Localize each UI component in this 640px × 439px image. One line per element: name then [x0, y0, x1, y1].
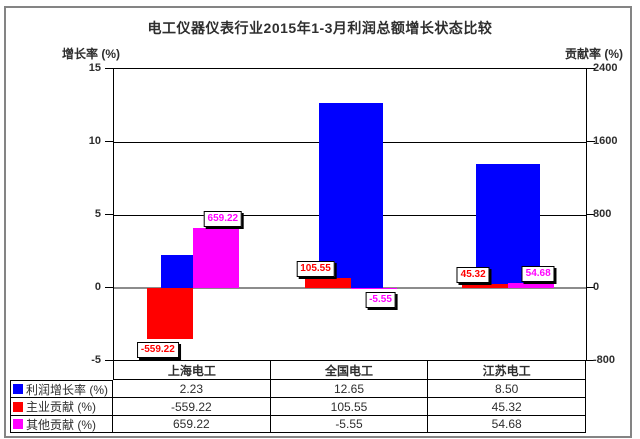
table-value-cell: 659.22 — [113, 416, 271, 433]
bar-series2-cat3 — [462, 283, 509, 288]
right-axis-tick-label: 800 — [593, 208, 612, 220]
left-axis-tick — [105, 68, 113, 69]
chart-title: 电工仪器仪表行业2015年1-3月利润总额增长状态比较 — [147, 20, 493, 36]
table-value-cell: 12.65 — [270, 380, 429, 398]
bar-value-label: 105.55 — [296, 261, 335, 278]
bar-value-label: -559.22 — [136, 342, 179, 359]
legend-label: 主业贡献 (%) — [26, 400, 96, 414]
legend-label: 利润增长率 (%) — [26, 382, 108, 397]
right-axis-tick — [587, 141, 595, 142]
table-value-cell: 105.55 — [270, 398, 429, 416]
left-axis-tick-label: 5 — [94, 208, 101, 220]
right-axis-tick-label: 0 — [593, 281, 600, 293]
bar-series2-cat2 — [304, 278, 351, 288]
data-table: 上海电工 全国电工 江苏电工利润增长率 (%) 2.23 12.65 8.50 主业贡献 (… — [10, 360, 586, 433]
left-axis-tick — [105, 287, 113, 288]
right-axis-tick — [587, 287, 595, 288]
bar-series3-cat2 — [350, 288, 397, 289]
bar-series3-cat3 — [508, 283, 555, 288]
plot-area: -559.22 105.55 45.32 659.22 -5.55 54.68 — [113, 68, 587, 361]
right-axis-tick-label: 1600 — [593, 135, 618, 147]
left-axis-tick — [105, 360, 113, 361]
table-header-cell: 上海电工 — [113, 360, 271, 380]
legend-swatch — [13, 384, 23, 394]
right-axis-title: 贡献率 (%) — [565, 47, 623, 61]
bar-series1-cat2 — [318, 103, 383, 288]
legend-cell: 利润增长率 (%) — [10, 380, 113, 398]
right-axis-tick — [587, 214, 595, 215]
legend-swatch — [13, 419, 23, 429]
right-axis-tick-label: 2400 — [593, 62, 618, 74]
right-axis-tick — [587, 360, 595, 361]
table-value-cell: -559.22 — [113, 398, 271, 416]
left-axis-tick-label: 0 — [94, 281, 101, 293]
left-axis-tick-label: 10 — [88, 135, 101, 147]
table-corner-cell — [10, 360, 113, 380]
left-axis-tick — [105, 214, 113, 215]
bar-series3-cat1 — [192, 227, 239, 288]
table-header-cell: 全国电工 — [270, 360, 429, 380]
legend-cell: 主业贡献 (%) — [10, 398, 113, 416]
bar-value-label: 45.32 — [456, 266, 490, 283]
table-value-cell: 54.68 — [428, 416, 586, 433]
bar-value-label: -5.55 — [365, 291, 396, 308]
table-header-cell: 江苏电工 — [428, 360, 586, 380]
bar-value-label: 659.22 — [203, 210, 243, 227]
left-axis-tick — [105, 141, 113, 142]
bar-series2-cat1 — [146, 288, 193, 340]
zero-line — [114, 287, 586, 289]
table-value-cell: 8.50 — [428, 380, 586, 398]
legend-label: 其他贡献 (%) — [26, 417, 96, 432]
table-value-cell: 2.23 — [113, 380, 271, 398]
left-axis-tick-label: 15 — [88, 62, 101, 74]
left-axis-tick-label: -5 — [91, 354, 101, 366]
right-axis-tick-label: -800 — [593, 354, 616, 366]
bar-value-label: 54.68 — [521, 266, 555, 282]
left-axis-title: 增长率 (%) — [62, 47, 120, 61]
legend-cell: 其他贡献 (%) — [10, 416, 113, 433]
table-value-cell: 45.32 — [428, 398, 586, 416]
right-axis-tick — [587, 68, 595, 69]
legend-swatch — [13, 401, 23, 412]
table-value-cell: -5.55 — [270, 416, 429, 433]
